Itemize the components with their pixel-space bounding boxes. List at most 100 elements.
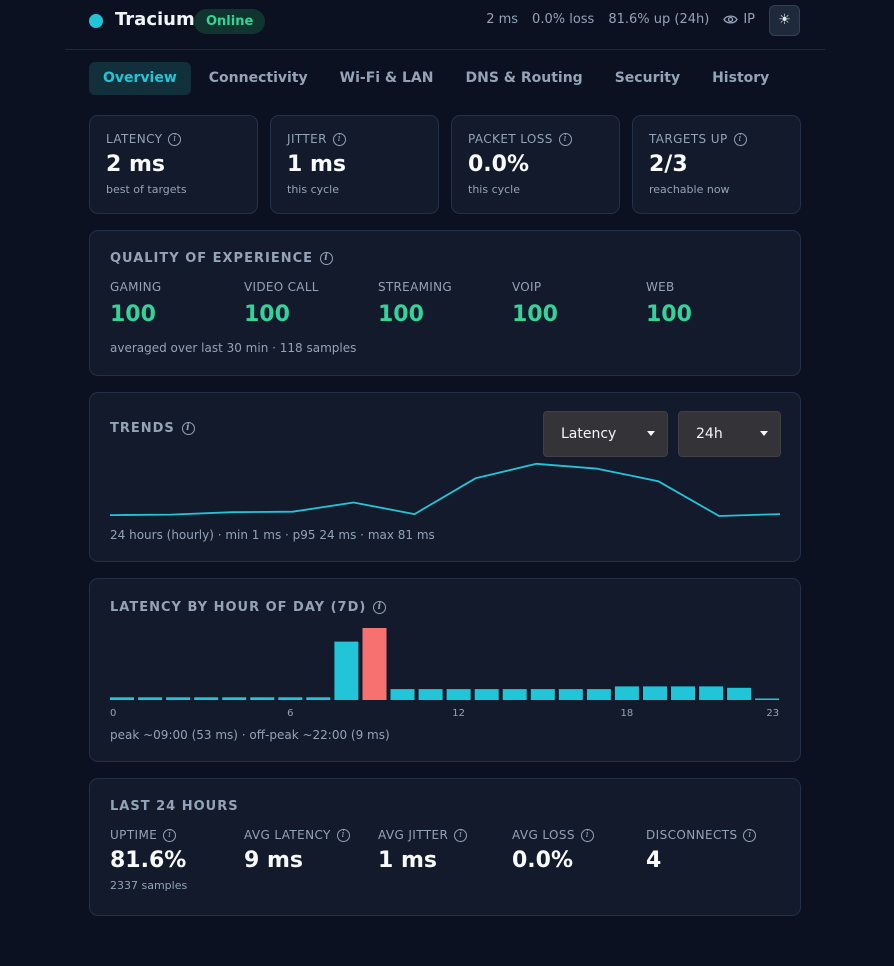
metric-sub: best of targets [106,183,187,196]
app-title: Tracium [115,9,195,30]
chevron-down-icon [760,431,768,436]
tab-wifi-lan[interactable]: Wi-Fi & LAN [339,70,434,86]
metric-label: PACKET LOSS i [468,132,603,146]
info-icon[interactable]: i [336,828,350,842]
qoe-label: WEB [646,280,675,294]
hour-bar [334,641,359,700]
stat-item: AVG LATENCY i 9 ms [244,828,378,892]
info-icon[interactable]: i [320,252,333,265]
hourly-caption: peak ~09:00 (53 ms) · off-peak ~22:00 (9… [110,728,390,742]
metric-select[interactable]: Latency [543,411,668,457]
hour-bar [671,686,695,700]
metric-label-text: LATENCY [106,132,163,146]
trends-caption: 24 hours (hourly) · min 1 ms · p95 24 ms… [110,528,435,542]
trends-card: TRENDS i Latency 24h 24 hours (hourly) · … [89,392,801,562]
tab-security[interactable]: Security [614,70,681,86]
qoe-value: 100 [110,302,156,327]
metric-label-text: TARGETS UP [649,132,728,146]
stat-label-text: AVG JITTER [378,828,449,842]
hour-bar [418,689,443,700]
stat-label: DISCONNECTS i [646,828,780,842]
qoe-value: 100 [512,302,558,327]
latency-card: LATENCY i 2 ms best of targets [89,115,258,214]
theme-toggle-button[interactable]: ☀ [769,5,800,36]
info-icon[interactable]: i [163,828,177,842]
hour-bar [306,697,331,700]
hour-bar [558,689,583,700]
range-select[interactable]: 24h [678,411,781,457]
section-title: QUALITY OF EXPERIENCE i [110,251,780,266]
hour-bar [586,689,611,700]
stat-value: 9 ms [244,848,303,873]
hour-bar [643,686,667,700]
jitter-card: JITTER i 1 ms this cycle [270,115,439,214]
info-icon[interactable]: i [181,422,195,435]
info-icon[interactable]: i [558,132,572,146]
hour-bar [502,689,527,700]
stat-value: 81.6% [110,848,187,873]
packet-loss-card: PACKET LOSS i 0.0% this cycle [451,115,620,214]
stat-label-text: UPTIME [110,828,158,842]
hour-bar [222,697,247,700]
sun-icon: ☀ [778,12,791,28]
section-title: TRENDS i [110,421,195,436]
metric-label: TARGETS UP i [649,132,784,146]
section-title-text: LATENCY BY HOUR OF DAY (7D) [110,600,367,615]
qoe-item: VIDEO CALL 100 [244,280,378,327]
metric-sub: this cycle [287,183,339,196]
qoe-label: VOIP [512,280,542,294]
metric-sub: this cycle [468,183,520,196]
info-icon[interactable]: i [373,601,387,614]
hour-bar [390,689,415,700]
qoe-item: GAMING 100 [110,280,244,327]
tab-dns-routing[interactable]: DNS & Routing [465,70,583,86]
hour-tick-label: 6 [287,708,293,719]
qoe-item: STREAMING 100 [378,280,512,327]
chevron-down-icon [647,431,655,436]
status-badge: Online [194,9,266,34]
metric-value: 2/3 [649,152,688,177]
qoe-item: VOIP 100 [512,280,646,327]
info-icon[interactable]: i [580,828,594,842]
tab-overview[interactable]: Overview [89,62,191,95]
stat-sub: 2337 samples [110,879,188,892]
trend-line-chart [110,462,781,517]
hour-bar [250,697,275,700]
hour-tick-label: 0 [110,708,116,719]
status-dot-icon [89,14,103,28]
hour-bar [614,686,639,700]
qoe-label: GAMING [110,280,162,294]
metric-label-text: JITTER [287,132,327,146]
hour-bar [194,697,219,700]
stat-label: AVG LATENCY i [244,828,378,842]
tab-history[interactable]: History [712,70,770,86]
section-title: LAST 24 HOURS [110,799,239,814]
qoe-label: STREAMING [378,280,452,294]
info-icon[interactable]: i [168,132,182,146]
info-icon[interactable]: i [743,828,757,842]
tab-connectivity[interactable]: Connectivity [208,70,308,86]
info-icon[interactable]: i [733,132,747,146]
hour-bar [166,697,191,700]
hour-bar [699,686,724,700]
qoe-label: VIDEO CALL [244,280,319,294]
qoe-value: 100 [646,302,692,327]
hour-bar [446,689,471,700]
hour-bar [727,687,752,700]
hour-bar [278,697,303,700]
metric-value: 0.0% [468,152,530,177]
info-icon[interactable]: i [332,132,346,146]
stat-label-text: AVG LATENCY [244,828,331,842]
metric-value: 2 ms [106,152,165,177]
metric-label-text: PACKET LOSS [468,132,553,146]
metric-select-value: Latency [561,426,617,442]
ip-toggle-button[interactable]: IP [723,12,755,27]
qoe-caption: averaged over last 30 min · 118 samples [110,341,357,355]
stat-label: UPTIME i [110,828,244,842]
header-latency: 2 ms [486,12,519,27]
qoe-scores: GAMING 100 VIDEO CALL 100 STREAMING 100 VOI… [110,280,780,327]
stat-label: AVG LOSS i [512,828,646,842]
header-stats: 2 ms 0.0% loss 81.6% up (24h) IP [486,12,755,27]
info-icon[interactable]: i [454,828,468,842]
stat-value: 1 ms [378,848,437,873]
